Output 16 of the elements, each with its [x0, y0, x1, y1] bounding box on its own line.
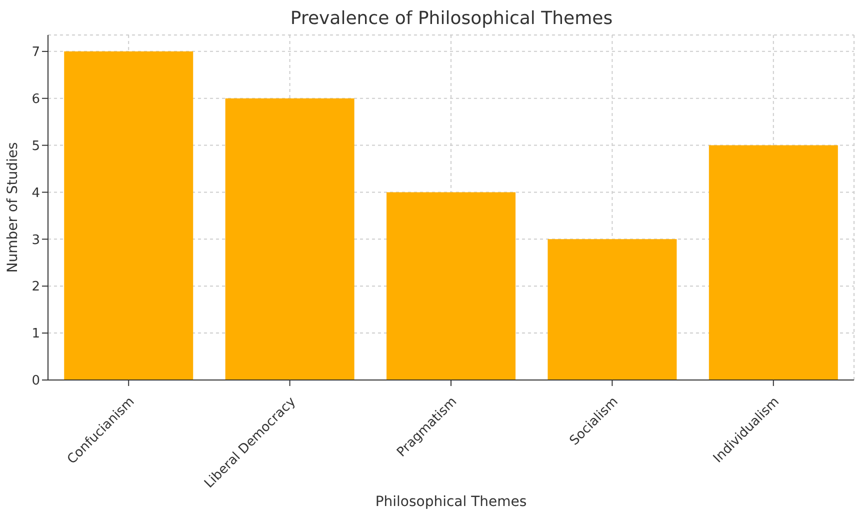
- bar: [225, 98, 354, 380]
- bar: [708, 145, 838, 380]
- bar: [386, 192, 516, 380]
- y-tick-label: 5: [32, 138, 40, 154]
- bar: [548, 239, 677, 380]
- chart-title: Prevalence of Philosophical Themes: [289, 8, 614, 29]
- y-tick-label: 1: [32, 326, 40, 342]
- y-axis-title: Number of Studies: [4, 142, 21, 273]
- y-tick-label: 2: [32, 280, 40, 295]
- y-tick-label: 0: [32, 374, 40, 389]
- y-tick-label: 3: [32, 232, 40, 248]
- bar: [64, 51, 194, 380]
- y-tick-label: 7: [32, 45, 40, 60]
- y-tick-label: 6: [32, 92, 40, 107]
- y-tick-label: 4: [32, 186, 40, 201]
- x-axis-title: Philosophical Themes: [375, 494, 527, 510]
